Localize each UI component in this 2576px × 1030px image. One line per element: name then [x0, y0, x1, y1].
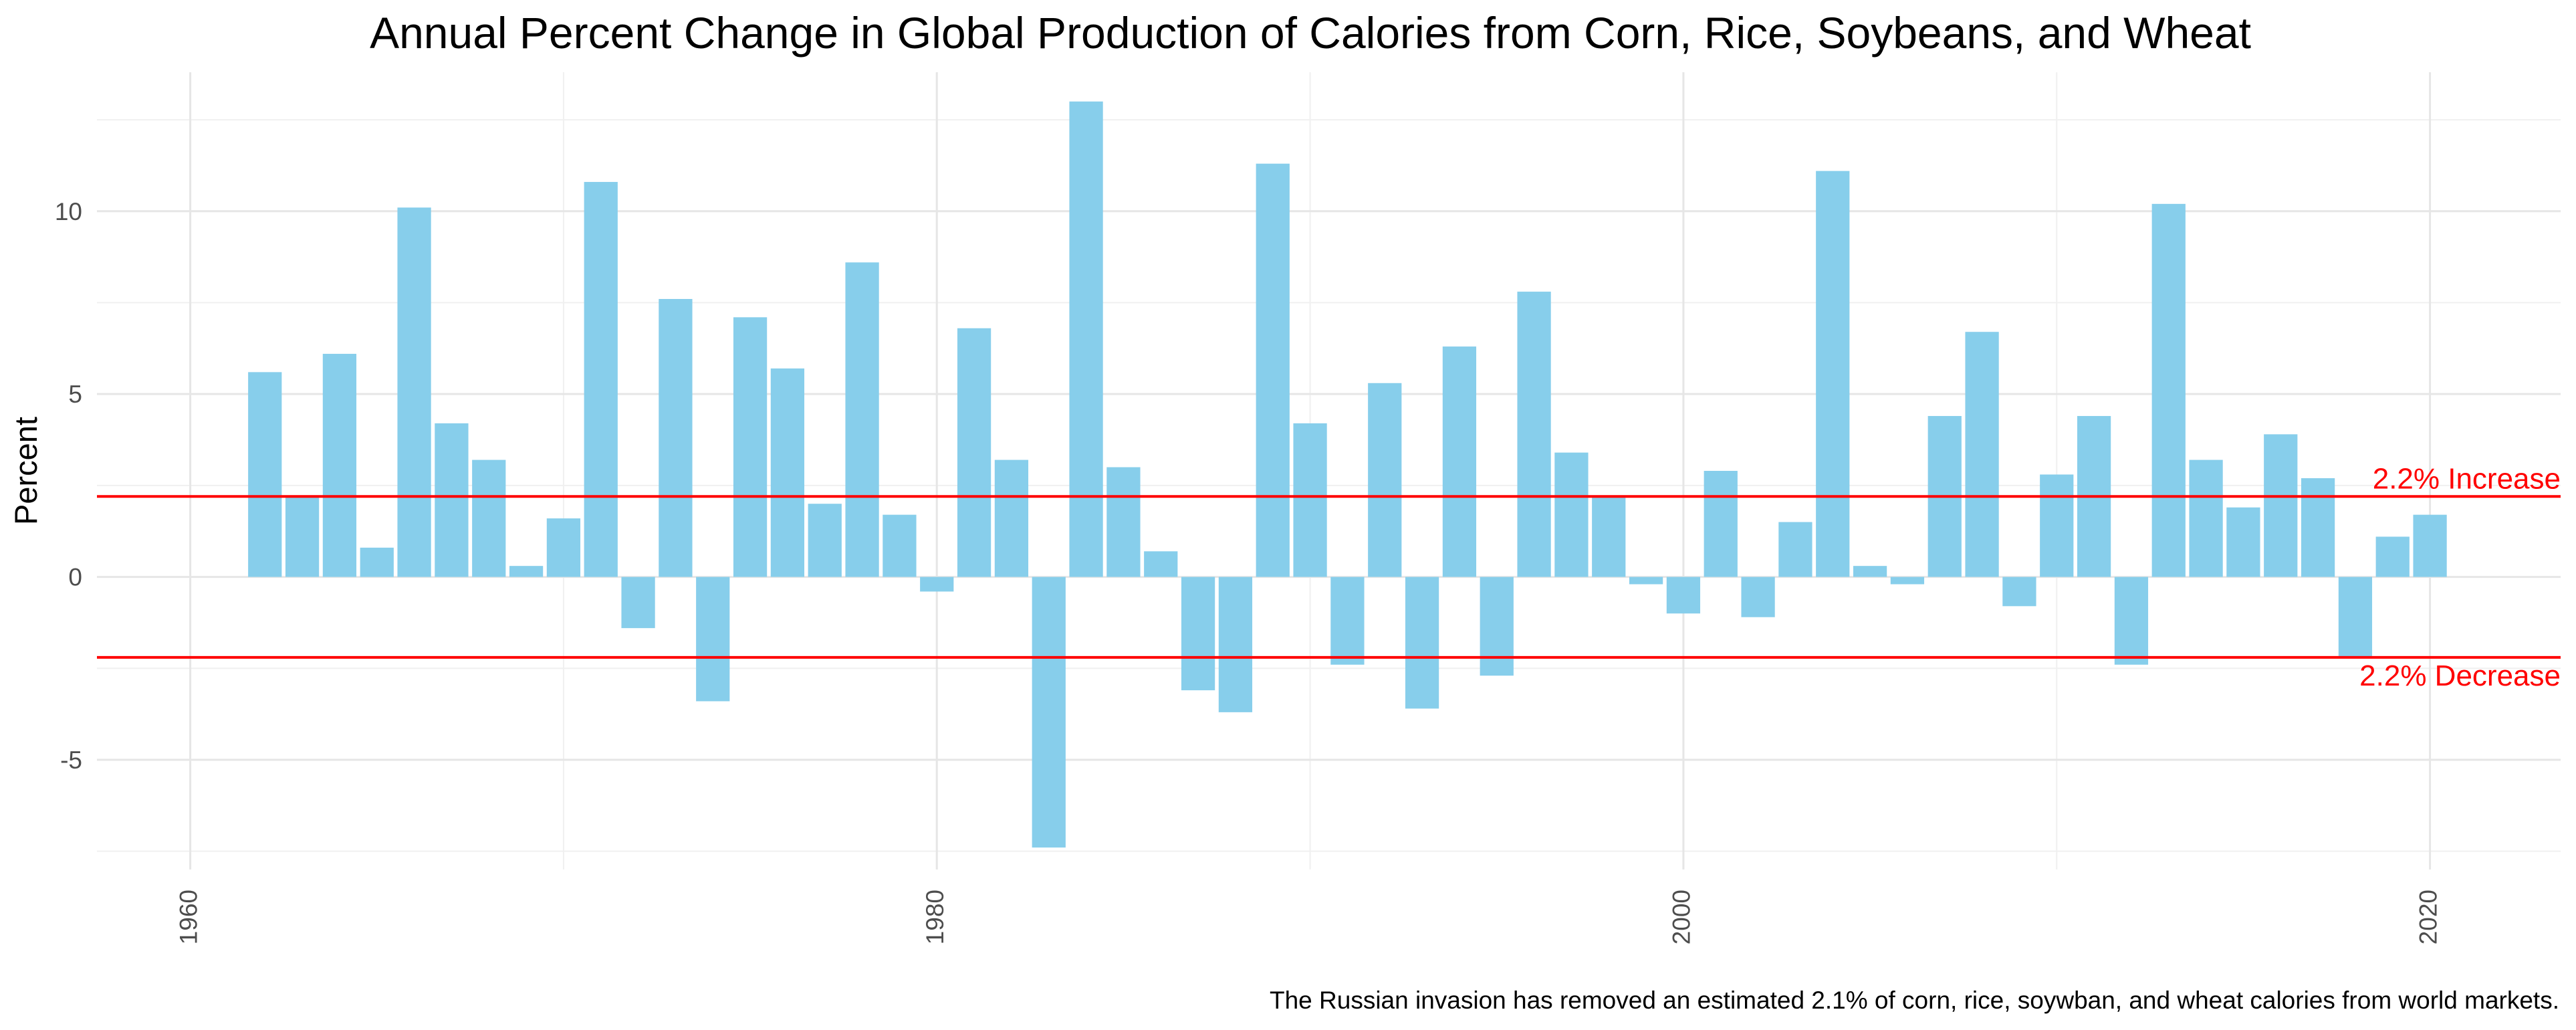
bar-1988: [1218, 577, 1253, 712]
bar-2012: [2114, 577, 2149, 665]
chart-title: Annual Percent Change in Global Producti…: [370, 8, 2251, 58]
bar-1999: [1629, 577, 1663, 585]
bar-1966: [397, 207, 431, 577]
bar-1963: [285, 496, 320, 577]
bar-1998: [1592, 496, 1626, 577]
bar-2018: [2338, 577, 2373, 657]
bar-2016: [2264, 434, 2298, 577]
bar-1971: [584, 182, 618, 577]
bar-1989: [1256, 163, 1290, 577]
bar-1991: [1330, 577, 1365, 665]
bar-1970: [546, 518, 581, 577]
bar-1994: [1442, 346, 1477, 577]
bars: [248, 101, 2447, 848]
bar-1977: [808, 504, 842, 577]
bar-1976: [770, 368, 805, 577]
bar-1965: [360, 547, 394, 577]
bar-2008: [1965, 332, 1999, 577]
bar-1978: [845, 262, 879, 577]
bar-2020: [2413, 514, 2447, 577]
y-tick-label: 10: [55, 198, 82, 225]
bar-1987: [1181, 577, 1215, 691]
x-tick-label: 1980: [921, 890, 949, 944]
y-tick-label: 5: [68, 381, 82, 408]
bar-1992: [1368, 383, 1402, 577]
bar-2014: [2189, 459, 2223, 577]
bar-1975: [733, 317, 768, 577]
bar-1973: [659, 299, 693, 577]
bar-1983: [1032, 577, 1066, 848]
bar-2006: [1890, 577, 1925, 585]
bar-2019: [2375, 536, 2410, 577]
bar-2000: [1666, 577, 1701, 614]
bar-1969: [509, 566, 544, 577]
bar-1967: [435, 423, 469, 577]
bar-1968: [472, 459, 506, 577]
reference-label-2: 2.2% Decrease: [2359, 659, 2561, 692]
y-axis-label: Percent: [8, 417, 43, 525]
x-tick-label: 2000: [1668, 890, 1695, 944]
bar-2010: [2040, 474, 2074, 577]
bar-1984: [1069, 101, 1103, 577]
axis-ticks: -5 0 5 10 1960 1980 2000 2020: [55, 198, 2442, 945]
bar-1990: [1293, 423, 1327, 577]
bar-1972: [621, 577, 655, 629]
bar-2013: [2151, 203, 2186, 577]
x-tick-label: 1960: [174, 890, 202, 944]
bar-1962: [248, 372, 282, 577]
bar-2003: [1778, 522, 1812, 577]
reference-label-1: 2.2% Increase: [2373, 462, 2561, 495]
bar-2015: [2226, 507, 2260, 577]
bar-1986: [1144, 551, 1178, 577]
bar-1964: [322, 354, 357, 577]
bar-2005: [1853, 566, 1887, 577]
y-tick-label: -5: [60, 746, 82, 774]
bar-1993: [1405, 577, 1439, 709]
bar-1997: [1554, 452, 1589, 577]
bar-1981: [957, 328, 991, 577]
bar-2009: [2002, 577, 2036, 607]
bar-1996: [1517, 292, 1551, 577]
grid: [97, 72, 2561, 869]
bar-2002: [1741, 577, 1775, 617]
bar-1979: [883, 514, 917, 577]
chart-caption: The Russian invasion has removed an esti…: [1270, 987, 2559, 1014]
reference-lines: 2.2% Increase 2.2% Decrease: [97, 462, 2561, 692]
bar-2001: [1704, 471, 1738, 577]
bar-1995: [1480, 577, 1514, 676]
bar-1980: [920, 577, 954, 592]
x-tick-label: 2020: [2414, 890, 2442, 944]
bar-2017: [2301, 478, 2335, 577]
bar-1974: [696, 577, 730, 702]
bar-1985: [1106, 467, 1141, 577]
bar-2004: [1816, 171, 1850, 577]
bar-1982: [994, 459, 1029, 577]
y-tick-label: 0: [68, 564, 82, 591]
